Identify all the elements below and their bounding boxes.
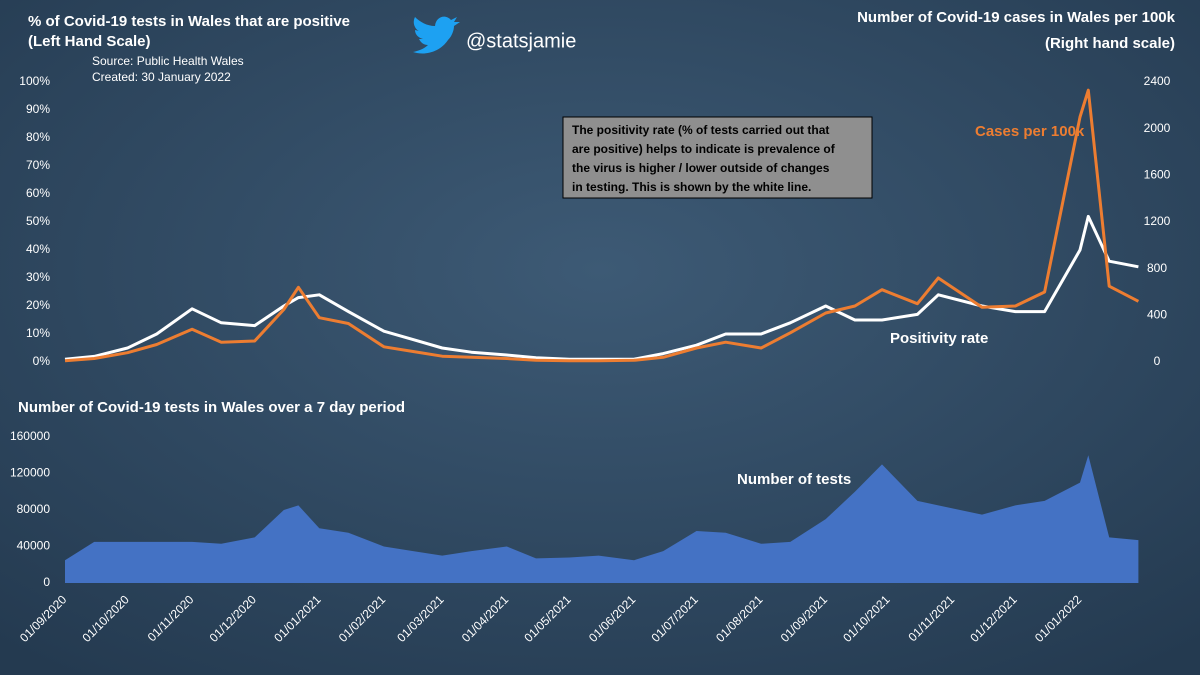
y-tick-label: 100% bbox=[19, 74, 50, 88]
y-tick-label: 80% bbox=[26, 130, 50, 144]
twitter-icon bbox=[413, 16, 460, 54]
y2-tick-label: 2000 bbox=[1144, 121, 1171, 135]
chart-title: Number of Covid-19 tests in Wales over a… bbox=[18, 399, 405, 416]
left-axis-title: (Left Hand Scale) bbox=[28, 33, 151, 50]
y2-tick-label: 800 bbox=[1147, 261, 1167, 275]
area bbox=[65, 455, 1139, 583]
y-tick-label: 50% bbox=[26, 214, 50, 228]
annotation-line: in testing. This is shown by the white l… bbox=[572, 180, 811, 194]
created: Created: 30 January 2022 bbox=[92, 70, 231, 84]
annotation: The positivity rate (% of tests carried … bbox=[572, 123, 836, 194]
y-tick-label: 20% bbox=[26, 298, 50, 312]
right-axis-title: Number of Covid-19 cases in Wales per 10… bbox=[857, 9, 1176, 26]
annotation-line: the virus is higher / lower outside of c… bbox=[572, 161, 830, 175]
y-tick-label: 30% bbox=[26, 270, 50, 284]
series-label: Number of tests bbox=[737, 471, 851, 488]
y-tick-label: 40000 bbox=[17, 539, 51, 553]
y-tick-label: 0 bbox=[43, 575, 50, 589]
y-tick-label: 10% bbox=[26, 326, 50, 340]
annotation-box bbox=[562, 116, 873, 199]
annotation-line: The positivity rate (% of tests carried … bbox=[572, 123, 829, 137]
y2-tick-label: 0 bbox=[1154, 354, 1161, 368]
y-tick-label: 60% bbox=[26, 186, 50, 200]
y-tick-label: 70% bbox=[26, 158, 50, 172]
y-tick-label: 90% bbox=[26, 102, 50, 116]
y-tick-label: 120000 bbox=[10, 466, 50, 480]
y2-tick-label: 1600 bbox=[1144, 168, 1171, 182]
y-tick-label: 40% bbox=[26, 242, 50, 256]
y2-tick-label: 2400 bbox=[1144, 74, 1171, 88]
y-tick-label: 160000 bbox=[10, 429, 50, 443]
y2-tick-label: 400 bbox=[1147, 308, 1167, 322]
series-label: Cases per 100k bbox=[975, 123, 1085, 140]
annotation-line: are positive) helps to indicate is preva… bbox=[572, 142, 836, 156]
y-tick-label: 0% bbox=[33, 354, 51, 368]
y2-tick-label: 1200 bbox=[1144, 214, 1171, 228]
line bbox=[64, 88, 1140, 363]
left-axis-title: % of Covid-19 tests in Wales that are po… bbox=[28, 13, 350, 30]
source: Source: Public Health Wales bbox=[92, 54, 244, 68]
right-axis-title: (Right hand scale) bbox=[1045, 35, 1175, 52]
y-tick-label: 80000 bbox=[17, 502, 51, 516]
credit: @statsjamie bbox=[466, 30, 576, 52]
series-label: Positivity rate bbox=[890, 330, 988, 347]
